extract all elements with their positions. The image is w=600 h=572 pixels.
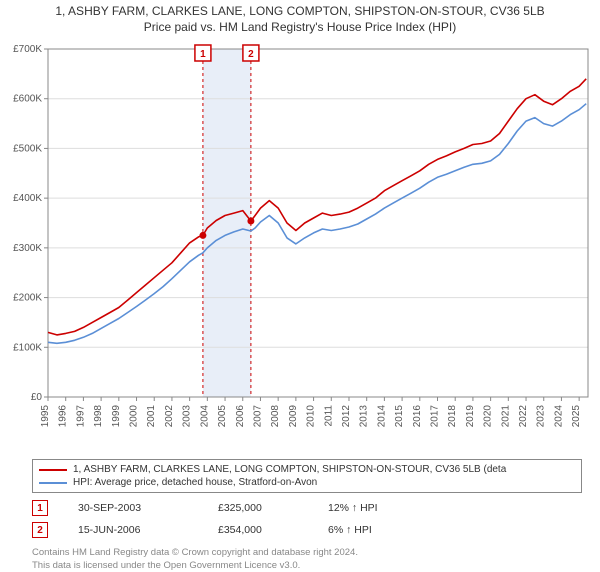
svg-text:2007: 2007: [252, 405, 263, 428]
svg-text:£100K: £100K: [13, 342, 42, 353]
legend-row: HPI: Average price, detached house, Stra…: [39, 476, 575, 489]
svg-text:1997: 1997: [75, 405, 86, 428]
title-line2: Price paid vs. HM Land Registry's House …: [6, 20, 594, 36]
line-chart-svg: £0 £100K £200K £300K £400K £500K £600K £700K 199…: [0, 35, 600, 455]
svg-text:£400K: £400K: [13, 193, 42, 204]
svg-text:£0: £0: [31, 392, 43, 403]
transaction-marker: 2: [32, 522, 48, 538]
svg-text:2010: 2010: [306, 405, 317, 428]
chart-area: £0 £100K £200K £300K £400K £500K £600K £700K 199…: [0, 35, 600, 455]
transaction-date: 30-SEP-2003: [78, 502, 188, 514]
svg-text:2023: 2023: [536, 405, 547, 428]
legend-swatch: [39, 469, 67, 471]
legend: 1, ASHBY FARM, CLARKES LANE, LONG COMPTO…: [32, 459, 582, 493]
svg-text:2004: 2004: [199, 405, 210, 428]
legend-swatch: [39, 482, 67, 484]
svg-text:2005: 2005: [217, 405, 228, 428]
transaction-marker: 1: [32, 500, 48, 516]
svg-text:2018: 2018: [447, 405, 458, 428]
svg-text:2006: 2006: [235, 405, 246, 428]
svg-text:£200K: £200K: [13, 293, 42, 304]
legend-label: HPI: Average price, detached house, Stra…: [73, 477, 317, 488]
svg-text:2014: 2014: [376, 405, 387, 428]
svg-text:2011: 2011: [323, 405, 334, 427]
svg-text:1999: 1999: [111, 405, 122, 428]
svg-text:2013: 2013: [359, 405, 370, 428]
svg-text:2025: 2025: [571, 405, 582, 428]
svg-text:2022: 2022: [518, 405, 529, 428]
svg-text:£300K: £300K: [13, 243, 42, 254]
chart-title: 1, ASHBY FARM, CLARKES LANE, LONG COMPTO…: [0, 0, 600, 35]
transaction-price: £325,000: [218, 502, 298, 514]
svg-text:1995: 1995: [40, 405, 51, 428]
svg-text:£700K: £700K: [13, 44, 42, 55]
transaction-hpi: 12% ↑ HPI: [328, 502, 428, 514]
transactions-table: 1 30-SEP-2003 £325,000 12% ↑ HPI 2 15-JUN-200…: [32, 497, 582, 541]
svg-text:2020: 2020: [483, 405, 494, 428]
svg-text:£600K: £600K: [13, 94, 42, 105]
transaction-hpi: 6% ↑ HPI: [328, 524, 428, 536]
svg-text:£500K: £500K: [13, 144, 42, 155]
svg-text:2002: 2002: [164, 405, 175, 428]
svg-text:2017: 2017: [430, 405, 441, 428]
svg-text:2012: 2012: [341, 405, 352, 428]
svg-text:2: 2: [248, 49, 254, 60]
footnote-line1: Contains HM Land Registry data © Crown c…: [32, 547, 582, 559]
svg-text:2001: 2001: [146, 405, 157, 428]
footnote-line2: This data is licensed under the Open Gov…: [32, 560, 582, 572]
svg-text:2024: 2024: [553, 405, 564, 428]
legend-label: 1, ASHBY FARM, CLARKES LANE, LONG COMPTO…: [73, 464, 506, 475]
svg-text:2015: 2015: [394, 405, 405, 428]
legend-row: 1, ASHBY FARM, CLARKES LANE, LONG COMPTO…: [39, 463, 575, 476]
svg-text:1998: 1998: [93, 405, 104, 428]
svg-text:2021: 2021: [500, 405, 511, 428]
svg-text:2009: 2009: [288, 405, 299, 428]
svg-text:1: 1: [200, 49, 206, 60]
svg-text:2008: 2008: [270, 405, 281, 428]
transaction-date: 15-JUN-2006: [78, 524, 188, 536]
transaction-row: 1 30-SEP-2003 £325,000 12% ↑ HPI: [32, 497, 582, 519]
svg-text:2000: 2000: [129, 405, 140, 428]
transaction-row: 2 15-JUN-2006 £354,000 6% ↑ HPI: [32, 519, 582, 541]
title-line1: 1, ASHBY FARM, CLARKES LANE, LONG COMPTO…: [6, 4, 594, 20]
transaction-price: £354,000: [218, 524, 298, 536]
svg-text:2003: 2003: [182, 405, 193, 428]
svg-text:2019: 2019: [465, 405, 476, 428]
svg-text:1996: 1996: [58, 405, 69, 428]
svg-text:2016: 2016: [412, 405, 423, 428]
